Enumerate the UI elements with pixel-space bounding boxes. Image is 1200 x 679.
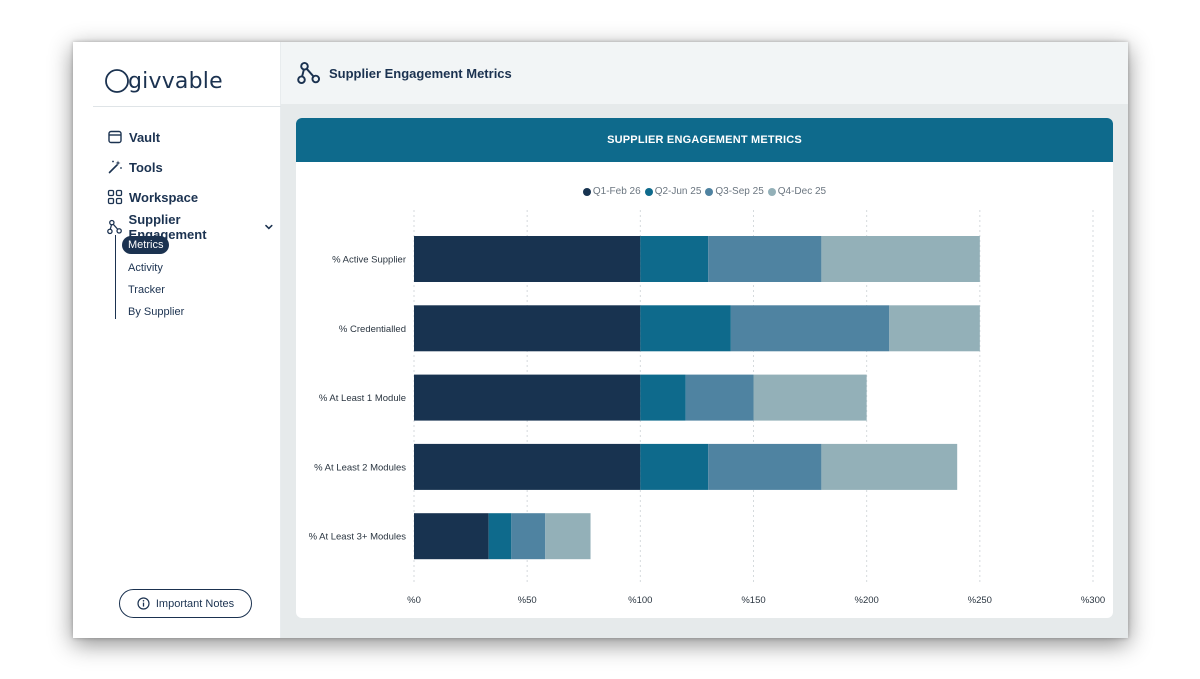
bar-segment[interactable] — [708, 443, 822, 490]
metrics-card: SUPPLIER ENGAGEMENT METRICS Q1-Feb 26 Q2-… — [296, 118, 1113, 618]
subnav-item-activity[interactable]: Activity — [128, 262, 163, 274]
legend-item[interactable]: Q3-Sep 25 — [705, 186, 764, 197]
legend-swatch — [705, 187, 714, 196]
subnav-item-by-supplier[interactable]: By Supplier — [128, 306, 185, 318]
y-category-label: % Active Supplier — [332, 255, 406, 266]
legend-swatch — [644, 187, 653, 196]
x-tick-label: %300 — [1081, 595, 1105, 606]
stacked-bar-chart: %0 %50 %100 %150 %200 %250 %300 % Active Suppli… — [309, 210, 1105, 606]
logo-mark-icon — [105, 69, 129, 93]
bar-segment[interactable] — [640, 305, 731, 352]
bar-segment[interactable] — [488, 513, 512, 560]
archive-icon — [108, 130, 122, 144]
legend-item[interactable]: Q2-Jun 25 — [644, 186, 702, 197]
bar-segment[interactable] — [640, 443, 709, 490]
bar-segment[interactable] — [414, 236, 641, 282]
legend-swatch — [767, 187, 776, 196]
bar-segment[interactable] — [640, 236, 709, 282]
sidebar-item-workspace[interactable]: Workspace — [107, 182, 280, 212]
y-category-label: % Credentialled — [339, 324, 406, 335]
bar-segment[interactable] — [708, 236, 822, 282]
x-tick-label: %0 — [407, 595, 421, 606]
important-notes-button[interactable]: Important Notes — [119, 589, 252, 618]
card-title: SUPPLIER ENGAGEMENT METRICS — [296, 118, 1113, 162]
main-content: Supplier Engagement Metrics SUPPLIER ENG… — [281, 42, 1128, 638]
bar-segment[interactable] — [414, 513, 489, 560]
bar-segment[interactable] — [821, 443, 958, 490]
legend-item[interactable]: Q4-Dec 25 — [767, 186, 827, 197]
bar-segment[interactable] — [753, 374, 867, 421]
bar-segment[interactable] — [640, 374, 686, 421]
network-icon — [107, 219, 122, 235]
legend-label: Q3-Sep 25 — [715, 186, 764, 197]
logo-text: givvable — [128, 68, 223, 94]
grid-icon — [107, 189, 123, 205]
bar-segment[interactable] — [511, 513, 546, 560]
x-tick-label: %100 — [628, 595, 652, 606]
sidebar-item-label: Workspace — [129, 189, 199, 205]
legend-label: Q4-Dec 25 — [777, 186, 827, 197]
sidebar-item-label: Vault — [129, 129, 161, 145]
y-category-label: % At Least 2 Modules — [314, 462, 406, 473]
bar-segment[interactable] — [730, 305, 890, 352]
logo: givvable — [104, 64, 223, 98]
sidebar: givvable Vault Tools — [73, 42, 281, 638]
bar-segment[interactable] — [545, 513, 591, 560]
legend-label: Q1-Feb 26 — [592, 186, 641, 197]
bar-segment[interactable] — [414, 443, 641, 490]
y-category-label: % At Least 1 Module — [319, 393, 406, 404]
sidebar-nav: Vault Tools Workspace — [107, 122, 280, 242]
x-tick-label: %50 — [518, 595, 537, 606]
legend-label: Q2-Jun 25 — [654, 186, 702, 197]
supplier-engagement-subnav: Metrics Activity Tracker By Supplier — [115, 235, 190, 319]
app-window: givvable Vault Tools — [73, 42, 1128, 638]
legend-item[interactable]: Q1-Feb 26 — [582, 186, 641, 197]
page-header: Supplier Engagement Metrics — [281, 42, 1128, 104]
chevron-down-icon[interactable] — [264, 222, 274, 232]
bar-segment[interactable] — [821, 236, 980, 282]
bar-segment[interactable] — [414, 305, 641, 352]
divider — [93, 106, 281, 107]
x-tick-label: %250 — [968, 595, 992, 606]
subnav-item-metrics[interactable]: Metrics — [122, 236, 170, 254]
sidebar-item-label: Tools — [129, 159, 163, 175]
magic-wand-icon — [108, 160, 122, 174]
important-notes-label: Important Notes — [155, 597, 235, 610]
sidebar-item-vault[interactable]: Vault — [107, 122, 280, 152]
bar-segment[interactable] — [889, 305, 980, 352]
bar-segment[interactable] — [685, 374, 754, 421]
page-title: Supplier Engagement Metrics — [329, 65, 512, 81]
info-icon — [137, 597, 150, 610]
y-category-label: % At Least 3+ Modules — [309, 532, 407, 543]
subnav-item-tracker[interactable]: Tracker — [128, 284, 165, 296]
chart-legend: Q1-Feb 26 Q2-Jun 25 Q3-Sep 25 Q4-Dec 25 — [296, 186, 1113, 197]
sidebar-item-tools[interactable]: Tools — [107, 152, 280, 182]
x-tick-label: %150 — [741, 595, 765, 606]
bar-segment[interactable] — [414, 374, 641, 421]
legend-swatch — [582, 187, 591, 196]
x-tick-label: %200 — [855, 595, 879, 606]
network-icon — [297, 61, 321, 85]
